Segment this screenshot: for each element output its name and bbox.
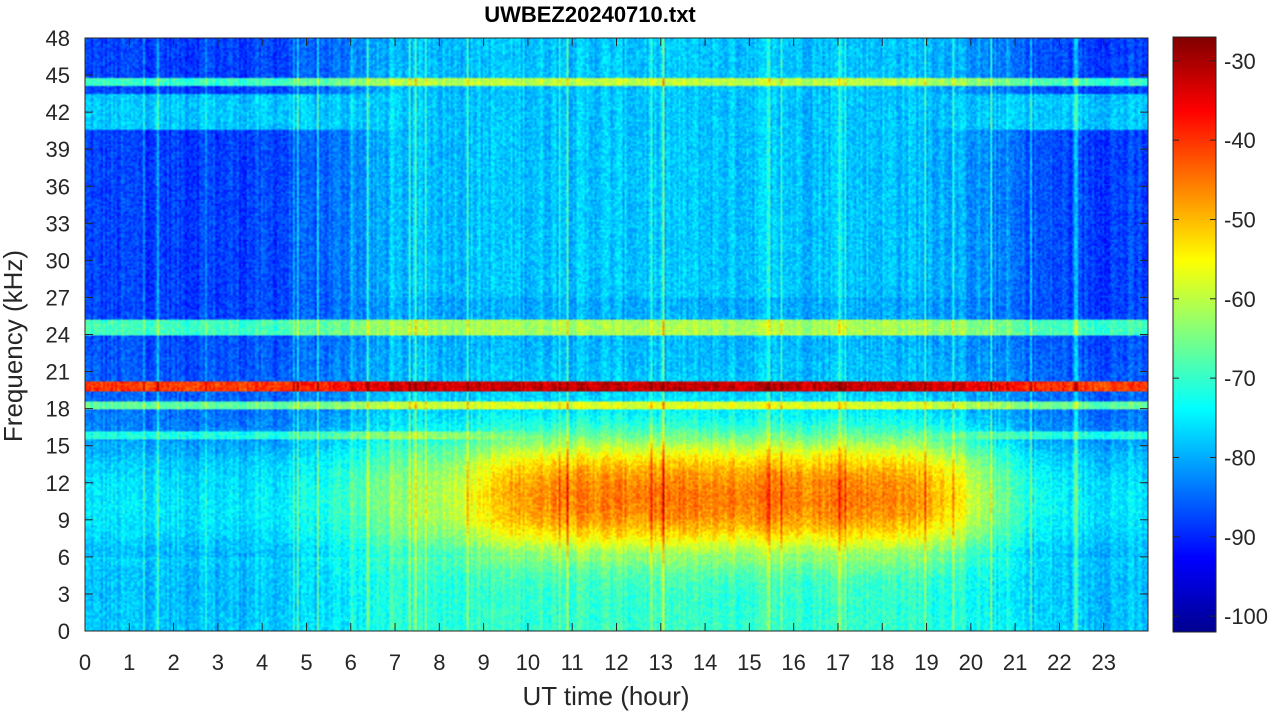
x-tick-label: 20 [959, 650, 983, 675]
y-tick-label: 12 [46, 471, 70, 496]
x-axis-ticks: 0 1 2 3 4 5 6 7 8 9 10 11 12 13 14 15 16 17 18 19 20 21 22 23 [79, 38, 1116, 675]
y-tick-label: 21 [46, 360, 70, 385]
y-axis-label: Frequency (kHz) [0, 250, 28, 442]
x-tick-label: 3 [212, 650, 224, 675]
x-tick-label: 19 [914, 650, 938, 675]
x-tick-label: 7 [389, 650, 401, 675]
y-tick-label: 18 [46, 397, 70, 422]
x-tick-label: 0 [79, 650, 91, 675]
chart-title: UWBEZ20240710.txt [484, 2, 696, 27]
x-tick-label: 14 [693, 650, 717, 675]
x-tick-label: 21 [1003, 650, 1027, 675]
colorbar-tick-label: -70 [1224, 366, 1256, 391]
x-tick-label: 10 [516, 650, 540, 675]
x-tick-label: 2 [167, 650, 179, 675]
x-tick-label: 23 [1091, 650, 1115, 675]
y-tick-label: 0 [58, 619, 70, 644]
x-tick-label: 9 [478, 650, 490, 675]
colorbar [1172, 36, 1217, 633]
y-tick-label: 36 [46, 174, 70, 199]
y-tick-label: 42 [46, 100, 70, 125]
colorbar-tick-label: -50 [1224, 207, 1256, 232]
x-tick-label: 11 [561, 650, 584, 675]
x-tick-label: 17 [826, 650, 850, 675]
y-tick-label: 15 [46, 434, 70, 459]
y-tick-label: 24 [46, 323, 70, 348]
y-tick-label: 9 [58, 508, 70, 533]
y-tick-label: 39 [46, 137, 70, 162]
colorbar-tick-label: -100 [1224, 604, 1268, 629]
y-tick-label: 48 [46, 26, 70, 51]
x-tick-label: 8 [433, 650, 445, 675]
x-tick-label: 13 [649, 650, 673, 675]
x-tick-label: 1 [123, 650, 135, 675]
y-tick-label: 6 [58, 545, 70, 570]
x-tick-label: 5 [300, 650, 312, 675]
y-tick-label: 3 [58, 582, 70, 607]
y-tick-label: 45 [46, 63, 70, 88]
x-tick-label: 12 [604, 650, 628, 675]
x-tick-label: 4 [256, 650, 268, 675]
x-tick-label: 22 [1047, 650, 1071, 675]
heatmap-image [85, 38, 1148, 631]
y-tick-label: 33 [46, 211, 70, 236]
x-axis-label: UT time (hour) [522, 681, 689, 711]
colorbar-ticks: -30 -40 -50 -60 -70 -80 -90 -100 [1173, 49, 1268, 629]
x-tick-label: 16 [781, 650, 805, 675]
colorbar-tick-label: -80 [1224, 445, 1256, 470]
y-tick-label: 30 [46, 248, 70, 273]
y-tick-label: 27 [46, 285, 70, 310]
plot-area [85, 38, 1148, 631]
colorbar-tick-label: -60 [1224, 287, 1256, 312]
colorbar-tick-label: -40 [1224, 128, 1256, 153]
x-tick-label: 6 [345, 650, 357, 675]
colorbar-tick-label: -30 [1224, 49, 1256, 74]
colorbar-tick-label: -90 [1224, 525, 1256, 550]
x-tick-label: 18 [870, 650, 894, 675]
x-tick-label: 15 [737, 650, 761, 675]
